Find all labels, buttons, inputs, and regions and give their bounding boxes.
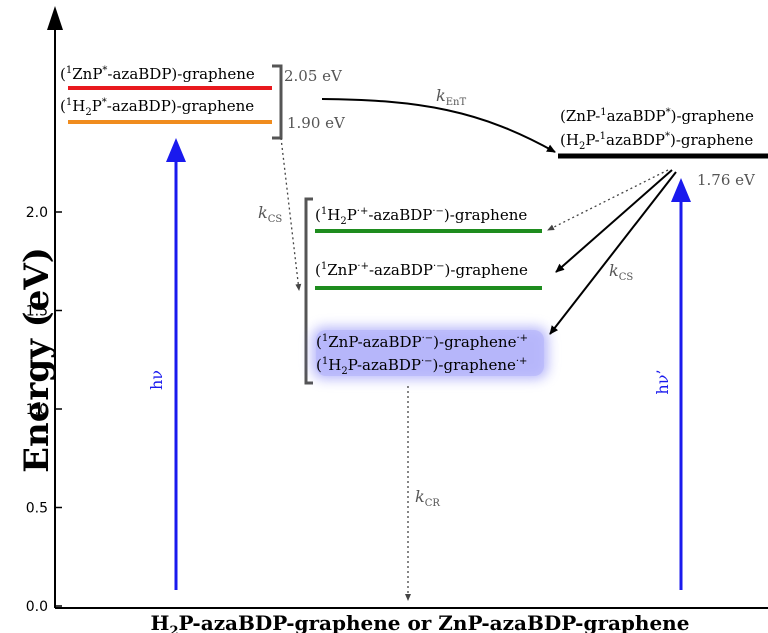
y-axis-arrowhead [47,6,63,30]
y-tick-label: 1.0 [26,402,48,418]
cs-arrow-to-graphene-cs [549,171,677,335]
h2p-singlet-energy: 1.90 eV [287,114,346,132]
cs-arrow-to-znp-cs [555,169,673,273]
cs-dotted-arrow-right [547,169,669,231]
cs-dotted-arrow-left [280,137,302,291]
k-ent-label: kEnT [436,86,466,108]
x-axis-title: H2P-azaBDP-graphene or ZnP-azaBDP-graphe… [151,611,690,633]
hv-left-label: hν [147,370,166,390]
k-cr-label: kCR [415,487,440,509]
graphene-cs-box [316,330,544,376]
y-tick-label: 0.5 [26,501,48,517]
azabdp-singlet-energy: 1.76 eV [697,171,756,189]
h2p-azabdp-label: (H2P-1azaBDP*)-graphene [560,131,753,152]
singlet-bracket [272,64,283,140]
y-axis-ticks: 0.0 0.5 1.0 1.5 2.0 [26,205,62,615]
y-tick-label: 2.0 [26,205,48,221]
znp-cs-label: (1ZnP·+-azaBDP·−)-graphene [315,261,528,279]
y-tick-label: 0.0 [26,599,48,615]
h2p-cs-label: (1H2P·+-azaBDP·−)-graphene [315,206,527,227]
hv-right-arrowhead [671,178,691,202]
y-axis-title: Energy (eV) [17,247,57,473]
k-cs-left-label: kCS [258,203,282,225]
znp-azabdp-label: (ZnP-1azaBDP*)-graphene [560,107,754,125]
y-tick-label: 1.5 [26,304,48,320]
znp-graphene-cs-label: (1ZnP-azaBDP·−)-graphene·+ [316,333,528,351]
h2p-graphene-cs-label: (1H2P-azaBDP·−)-graphene·+ [316,356,527,377]
znp-singlet-label: (1ZnP*-azaBDP)-graphene [60,65,255,83]
k-cs-right-label: kCS [609,261,633,283]
h2p-singlet-label: (1H2P*-azaBDP)-graphene [60,97,254,118]
hv-left-arrowhead [166,138,186,162]
znp-singlet-energy: 2.05 eV [284,67,343,85]
energy-transfer-arrow [321,98,556,153]
hv-right-label: hν’ [653,369,672,394]
cs-bracket [304,197,313,385]
